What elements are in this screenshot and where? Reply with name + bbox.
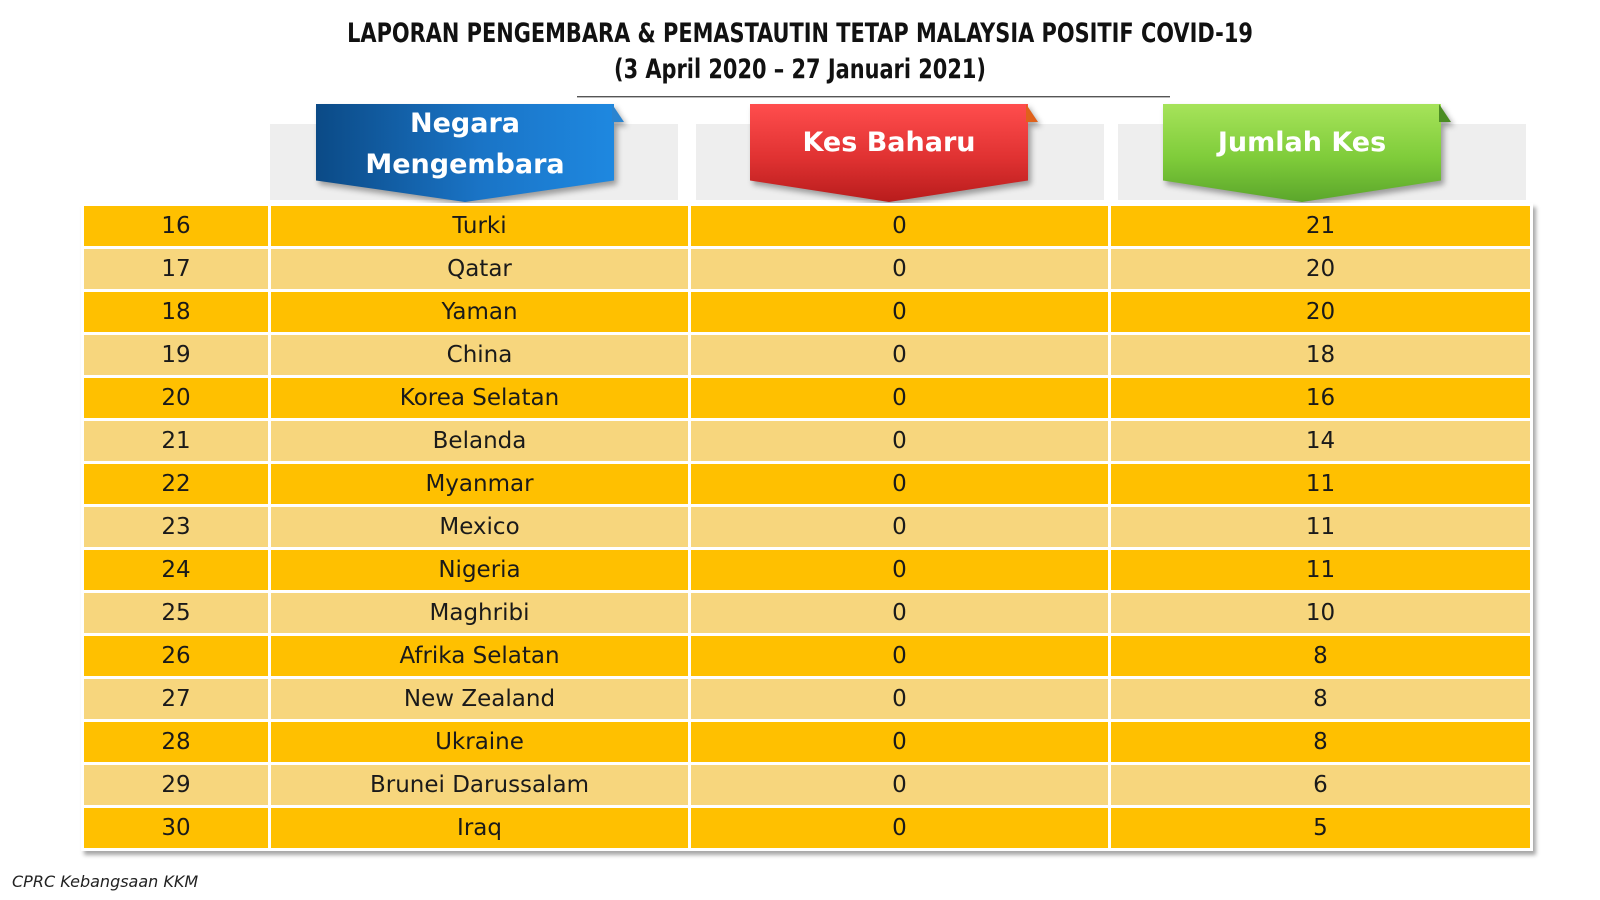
country-cell: Belanda [268, 418, 691, 464]
total-cases-cell: 20 [1108, 289, 1533, 335]
row-number: 22 [81, 461, 271, 507]
country-cell: Yaman [268, 289, 691, 335]
table-row: 26 Afrika Selatan 0 8 [81, 633, 1533, 679]
new-cases-cell: 0 [688, 461, 1111, 507]
total-cases-cell: 8 [1108, 719, 1533, 765]
total-cases-cell: 16 [1108, 375, 1533, 421]
new-cases-cell: 0 [688, 547, 1111, 593]
new-cases-cell: 0 [688, 504, 1111, 550]
total-cases-cell: 6 [1108, 762, 1533, 808]
title-divider [577, 96, 1170, 98]
total-cases-cell: 8 [1108, 633, 1533, 679]
row-number: 19 [81, 332, 271, 378]
country-cell: Myanmar [268, 461, 691, 507]
row-number: 17 [81, 246, 271, 292]
new-cases-cell: 0 [688, 418, 1111, 464]
source-credit: CPRC Kebangsaan KKM [12, 872, 199, 891]
table-row: 17 Qatar 0 20 [81, 246, 1533, 292]
row-number: 29 [81, 762, 271, 808]
row-number: 24 [81, 547, 271, 593]
new-cases-cell: 0 [688, 676, 1111, 722]
new-cases-cell: 0 [688, 375, 1111, 421]
new-cases-cell: 0 [688, 805, 1111, 851]
row-number: 28 [81, 719, 271, 765]
new-cases-cell: 0 [688, 719, 1111, 765]
total-cases-cell: 11 [1108, 461, 1533, 507]
table-row: 20 Korea Selatan 0 16 [81, 375, 1533, 421]
country-cell: New Zealand [268, 676, 691, 722]
report-date-range: (3 April 2020 – 27 Januari 2021) [614, 54, 986, 85]
table-row: 19 China 0 18 [81, 332, 1533, 378]
country-cell: Afrika Selatan [268, 633, 691, 679]
total-cases-cell: 11 [1108, 547, 1533, 593]
row-number: 21 [81, 418, 271, 464]
row-number: 20 [81, 375, 271, 421]
row-number: 30 [81, 805, 271, 851]
country-cell: China [268, 332, 691, 378]
table-row: 16 Turki 0 21 [81, 203, 1533, 249]
new-cases-cell: 0 [688, 203, 1111, 249]
total-cases-cell: 8 [1108, 676, 1533, 722]
row-number: 27 [81, 676, 271, 722]
table-row: 22 Myanmar 0 11 [81, 461, 1533, 507]
country-cell: Ukraine [268, 719, 691, 765]
total-cases-cell: 21 [1108, 203, 1533, 249]
header-banner-country: Negara Mengembara [316, 104, 624, 202]
header-country-label: Negara Mengembara [365, 108, 565, 180]
country-cell: Nigeria [268, 547, 691, 593]
new-cases-cell: 0 [688, 246, 1111, 292]
total-cases-cell: 11 [1108, 504, 1533, 550]
table-row: 25 Maghribi 0 10 [81, 590, 1533, 636]
country-cell: Korea Selatan [268, 375, 691, 421]
country-cell: Brunei Darussalam [268, 762, 691, 808]
cases-table: 16 Turki 0 21 17 Qatar 0 20 18 Yaman 0 20 19 China 0 18… [81, 203, 1533, 851]
row-number: 26 [81, 633, 271, 679]
table-row: 18 Yaman 0 20 [81, 289, 1533, 335]
new-cases-cell: 0 [688, 762, 1111, 808]
header-banner-total-cases: Jumlah Kes [1163, 104, 1451, 202]
country-cell: Maghribi [268, 590, 691, 636]
row-number: 16 [81, 203, 271, 249]
table-row: 28 Ukraine 0 8 [81, 719, 1533, 765]
table-row: 23 Mexico 0 11 [81, 504, 1533, 550]
new-cases-cell: 0 [688, 590, 1111, 636]
table-row: 29 Brunei Darussalam 0 6 [81, 762, 1533, 808]
report-title: LAPORAN PENGEMBARA & PEMASTAUTIN TETAP M… [347, 18, 1253, 49]
new-cases-cell: 0 [688, 633, 1111, 679]
country-cell: Turki [268, 203, 691, 249]
total-cases-cell: 20 [1108, 246, 1533, 292]
row-number: 23 [81, 504, 271, 550]
country-cell: Mexico [268, 504, 691, 550]
table-row: 21 Belanda 0 14 [81, 418, 1533, 464]
table-row: 24 Nigeria 0 11 [81, 547, 1533, 593]
header-new-cases-label: Kes Baharu [802, 126, 976, 158]
header-total-cases-label: Jumlah Kes [1217, 126, 1387, 158]
total-cases-cell: 5 [1108, 805, 1533, 851]
country-cell: Iraq [268, 805, 691, 851]
new-cases-cell: 0 [688, 289, 1111, 335]
country-cell: Qatar [268, 246, 691, 292]
new-cases-cell: 0 [688, 332, 1111, 378]
total-cases-cell: 14 [1108, 418, 1533, 464]
total-cases-cell: 10 [1108, 590, 1533, 636]
table-row: 30 Iraq 0 5 [81, 805, 1533, 851]
row-number: 18 [81, 289, 271, 335]
row-number: 25 [81, 590, 271, 636]
total-cases-cell: 18 [1108, 332, 1533, 378]
table-row: 27 New Zealand 0 8 [81, 676, 1533, 722]
header-banner-new-cases: Kes Baharu [750, 104, 1038, 202]
